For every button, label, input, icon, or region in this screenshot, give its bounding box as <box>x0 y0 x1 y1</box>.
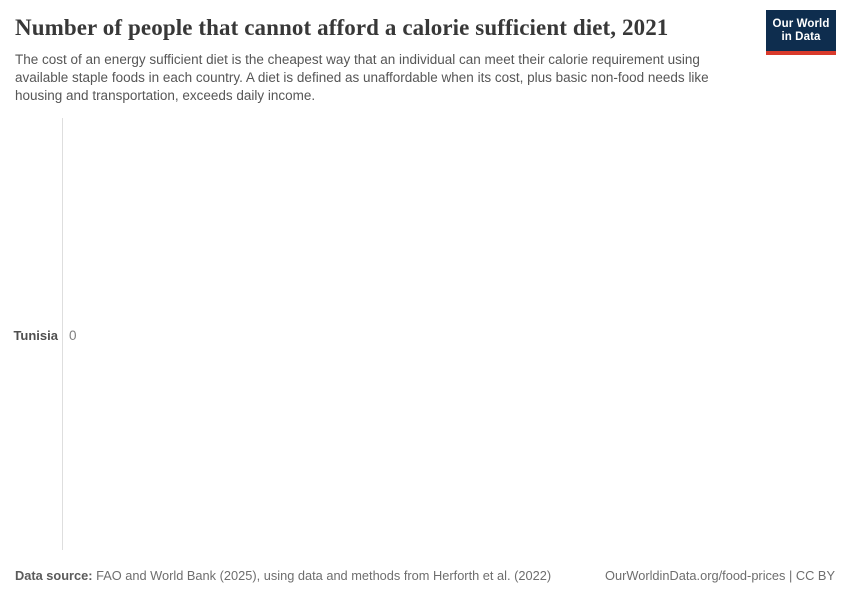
owid-logo: Our World in Data <box>766 10 836 55</box>
chart-footer: Data source: FAO and World Bank (2025), … <box>15 568 835 584</box>
page-title: Number of people that cannot afford a ca… <box>15 15 669 40</box>
value-label: 0 <box>69 328 77 343</box>
chart-subtitle: The cost of an energy sufficient diet is… <box>15 52 709 103</box>
data-source-text: FAO and World Bank (2025), using data an… <box>92 568 552 583</box>
entity-label: Tunisia <box>13 328 58 343</box>
y-axis-line <box>62 118 63 550</box>
logo-line1: Our World <box>772 17 830 30</box>
data-source: Data source: FAO and World Bank (2025), … <box>15 568 551 584</box>
data-source-label: Data source: <box>15 568 93 583</box>
citation-link[interactable]: OurWorldinData.org/food-prices | CC BY <box>605 568 835 583</box>
logo-line2: in Data <box>781 30 821 43</box>
